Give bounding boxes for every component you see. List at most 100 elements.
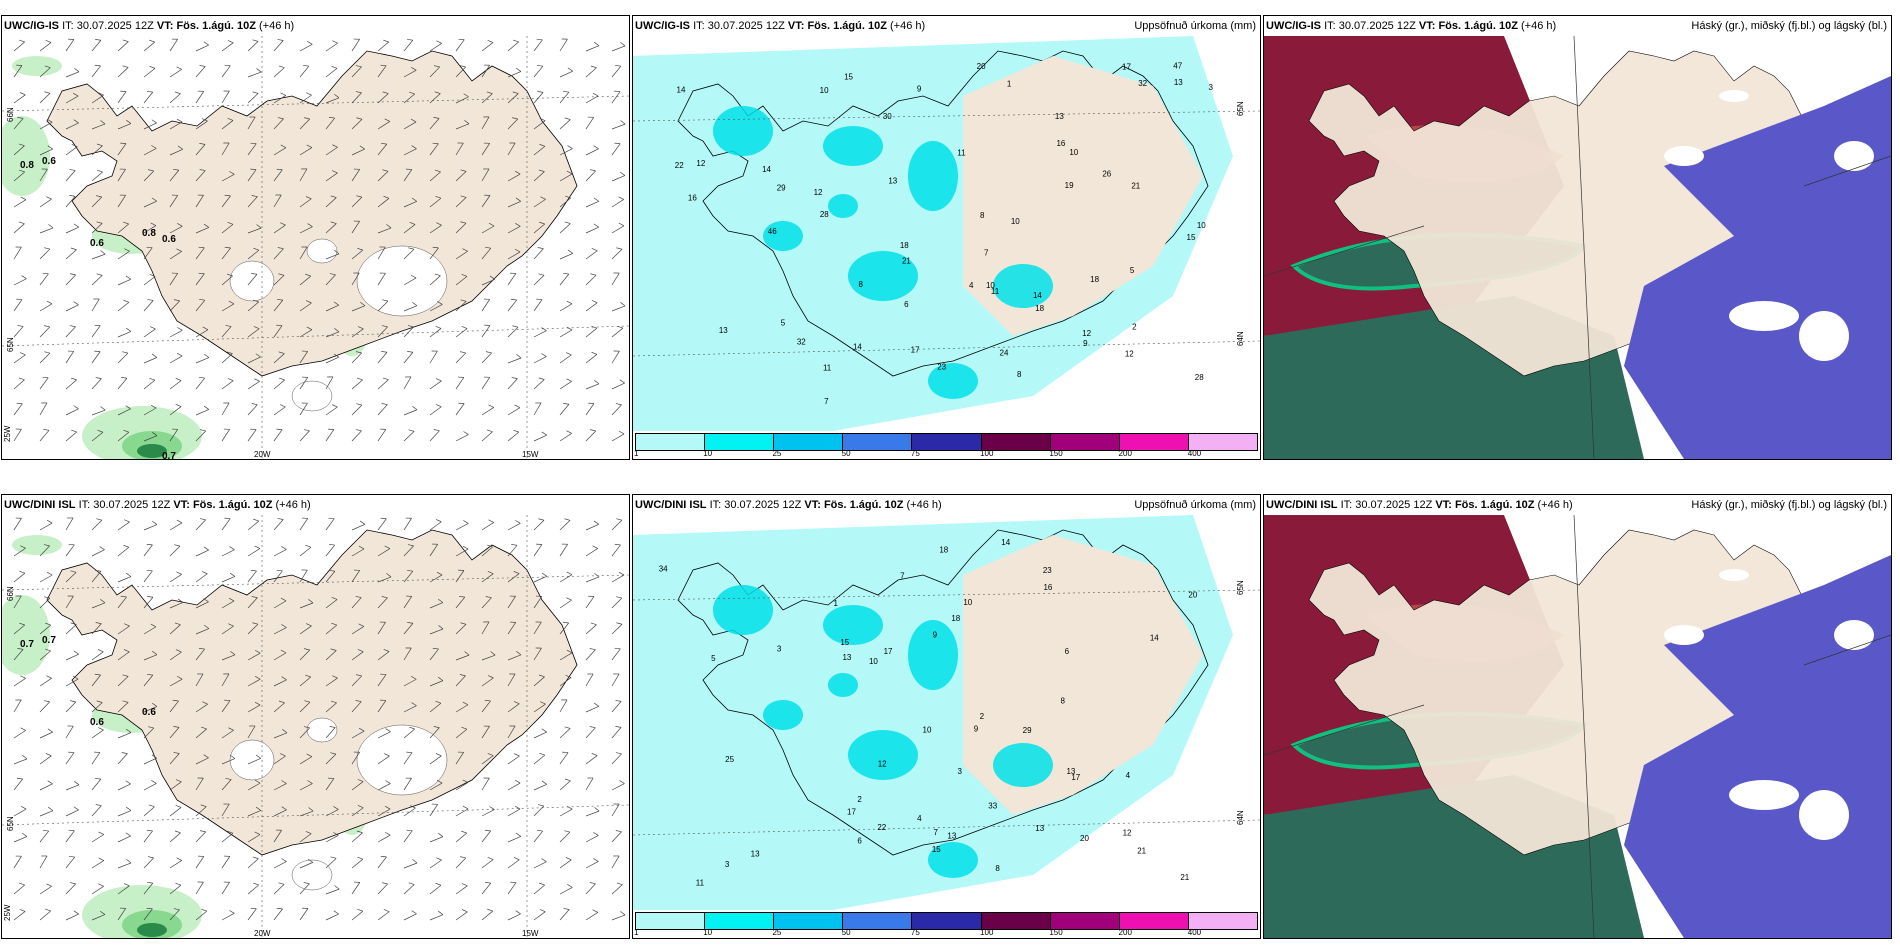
precip-value: 5 — [781, 319, 786, 328]
precip-value: 25 — [725, 755, 734, 764]
precip-value: 12 — [1125, 349, 1134, 358]
colorbar-swatch — [981, 434, 1051, 450]
axis-label: 64N — [1236, 331, 1245, 346]
precip-value: 15 — [844, 72, 853, 81]
axis-label: 64N — [1236, 810, 1245, 825]
axis-label: 65N — [1236, 580, 1245, 595]
it-value: 30.07.2025 12Z — [707, 20, 785, 32]
precip-value: 15 — [1187, 233, 1196, 242]
precip-value: 12 — [878, 760, 887, 769]
vt-label: VT: — [173, 499, 190, 511]
precip-value: 9 — [933, 631, 938, 640]
precip-value: 15 — [932, 845, 941, 854]
colorbar-swatch — [636, 913, 706, 929]
precip-value: 23 — [1043, 566, 1052, 575]
lead-time: (+46 h) — [275, 499, 311, 511]
lead-time: (+46 h) — [906, 499, 942, 511]
model-name: UWC/DINI ISL — [1266, 499, 1338, 511]
precip-value: 13 — [1035, 824, 1044, 833]
precip-value: 16 — [1043, 583, 1052, 592]
precip-value: 7 — [984, 248, 989, 257]
colorbar-ticks: 1 10 25 50 75 100 150 200 400 — [634, 449, 1258, 459]
it-label: IT: — [78, 499, 91, 511]
colorbar-tick: 50 — [841, 449, 851, 458]
colorbar-tick: 25 — [772, 928, 782, 937]
precip-value: 20 — [1188, 591, 1197, 600]
colorbar: 1 10 25 50 75 100 150 200 400 — [633, 910, 1260, 938]
precip-value: 14 — [762, 165, 771, 174]
colorbar-swatch — [912, 434, 982, 450]
precip-value: 21 — [902, 256, 911, 265]
model-name: UWC/DINI ISL — [4, 499, 76, 511]
colorbar-swatch — [774, 434, 844, 450]
precip-value: 1 — [1007, 80, 1012, 89]
precip-value: 23 — [937, 363, 946, 372]
field-label: Háský (gr.), miðský (fj.bl.) og lágský (… — [1691, 495, 1887, 515]
precip-value: 2 — [857, 795, 862, 804]
model-name: UWC/DINI ISL — [635, 499, 707, 511]
colorbar-tick: 75 — [910, 928, 920, 937]
value-label: 0.6 — [42, 156, 56, 167]
colorbar-ticks: 1 10 25 50 75 100 150 200 400 — [634, 928, 1258, 938]
colorbar-tick: 150 — [1049, 449, 1063, 458]
colorbar-swatch — [1050, 913, 1120, 929]
it-label: IT: — [693, 20, 705, 32]
it-label: IT: — [1324, 20, 1336, 32]
precip-value: 29 — [1023, 726, 1032, 735]
vt-label: VT: — [1435, 499, 1452, 511]
map-panel-wind-igis: UWC/IG-IS IT: 30.07.2025 12Z VT: Fös. 1.… — [1, 15, 630, 460]
colorbar-tick: 75 — [910, 449, 920, 458]
value-label: 0.6 — [142, 707, 156, 718]
precip-value: 5 — [1130, 266, 1135, 275]
value-label: 0.6 — [90, 238, 104, 249]
precip-value: 11 — [991, 287, 1000, 296]
map-svg: 3423714122320172113221813151325102034131… — [633, 515, 1260, 910]
precip-value: 7 — [824, 397, 829, 406]
map-panel-precip-dini: UWC/DINI ISL IT: 30.07.2025 12Z VT: Fös.… — [632, 494, 1261, 939]
axis-label: 25W — [3, 425, 12, 442]
panel-header: UWC/DINI ISL IT: 30.07.2025 12Z VT: Fös.… — [2, 495, 629, 515]
colorbar-swatch — [981, 913, 1051, 929]
value-label: 0.7 — [42, 635, 56, 646]
precip-value: 6 — [857, 836, 862, 845]
precip-value: 22 — [877, 823, 886, 832]
precip-value: 18 — [951, 614, 960, 623]
it-label: IT: — [62, 20, 74, 32]
precip-value: 8 — [858, 280, 863, 289]
precip-value: 13 — [1055, 112, 1064, 121]
precip-value: 20 — [977, 62, 986, 71]
precip-value: 9 — [974, 725, 979, 734]
precip-value: 10 — [820, 86, 829, 95]
colorbar-tick: 200 — [1118, 928, 1132, 937]
colorbar-tick: 50 — [841, 928, 851, 937]
precip-value: 10 — [869, 657, 878, 666]
axis-label: 66N — [6, 107, 15, 122]
colorbar-tick: 10 — [703, 449, 713, 458]
precip-value: 12 — [814, 188, 823, 197]
colorbar-swatch — [1119, 434, 1189, 450]
precip-value: 28 — [1195, 373, 1204, 382]
it-value: 30.07.2025 12Z — [1338, 20, 1416, 32]
precip-value: 30 — [883, 112, 892, 121]
map-area: 8 10 5 14 26 24 15 28 21 32 13 22 18 10 19 17 16 32 18 21 12… — [633, 36, 1260, 459]
precip-value: 8 — [980, 211, 985, 220]
precip-value: 9 — [1083, 339, 1088, 348]
it-value: 30.07.2025 12Z — [93, 499, 171, 511]
colorbar-tick: 150 — [1049, 928, 1063, 937]
it-value: 30.07.2025 12Z — [76, 20, 154, 32]
field-label: Háský (gr.), miðský (fj.bl.) og lágský (… — [1691, 16, 1887, 36]
lead-time: (+46 h) — [1520, 20, 1557, 32]
colorbar-swatches — [635, 433, 1258, 451]
precip-value: 16 — [1056, 139, 1065, 148]
precip-value: 21 — [1137, 846, 1146, 855]
precip-value: 22 — [675, 161, 684, 170]
precip-value: 10 — [986, 281, 995, 290]
precip-value: 2 — [1132, 322, 1137, 331]
value-label: 0.8 — [142, 228, 156, 239]
map-area: 0.7 0.7 0.6 0.6 20W 15W 25W 66N 65N — [2, 515, 629, 938]
model-name: UWC/IG-IS — [1266, 20, 1321, 32]
precip-value: 5 — [711, 654, 716, 663]
precip-value: 3 — [1208, 83, 1213, 92]
axis-label: 25W — [3, 904, 12, 921]
vt-value: Fös. 1.ágú. 10Z — [807, 20, 887, 32]
